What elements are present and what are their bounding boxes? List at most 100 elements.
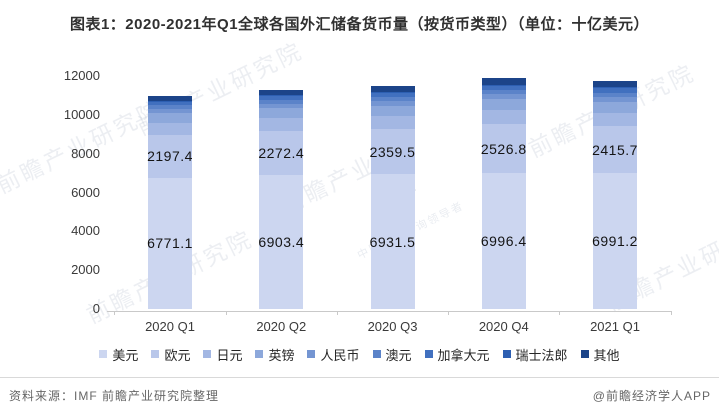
legend-swatch-icon bbox=[255, 350, 264, 358]
bar-segment-美元 bbox=[593, 173, 638, 309]
legend-swatch-icon bbox=[151, 350, 160, 358]
bar-segment-英镑 bbox=[370, 105, 415, 116]
bar-segment-澳元 bbox=[259, 100, 304, 104]
bar-segment-欧元 bbox=[593, 126, 638, 174]
source-note: 资料来源：IMF 前瞻产业研究院整理 bbox=[9, 389, 219, 403]
bar-segment-美元 bbox=[148, 177, 193, 309]
chart-title: 图表1：2020-2021年Q1全球各国外汇储备货币量（按货币类型）（单位：十亿… bbox=[69, 16, 650, 33]
legend-item-瑞士法郎: 瑞士法郎 bbox=[502, 345, 568, 364]
legend-item-澳元: 澳元 bbox=[372, 345, 412, 364]
y-axis-tick-label: 12000 bbox=[63, 68, 100, 83]
bar-segment-人民币 bbox=[593, 96, 638, 103]
legend-item-欧元: 欧元 bbox=[151, 345, 190, 364]
bar-segment-欧元 bbox=[481, 124, 526, 174]
legend-swatch-icon bbox=[502, 350, 511, 358]
bar-segment-其他 bbox=[259, 90, 304, 96]
y-axis-tick-label: 10000 bbox=[63, 106, 100, 122]
bar-segment-欧元 bbox=[148, 134, 193, 178]
x-axis-tick bbox=[670, 311, 672, 315]
y-axis-tick-label: 2000 bbox=[71, 262, 100, 278]
data-label: 6931.5 bbox=[369, 233, 416, 250]
data-label: 6991.2 bbox=[592, 233, 638, 250]
bar-segment-欧元 bbox=[259, 130, 304, 175]
data-label: 6996.4 bbox=[480, 233, 527, 250]
legend-label: 澳元 bbox=[385, 347, 412, 363]
bar-segment-其他 bbox=[481, 78, 526, 85]
x-axis-tick bbox=[448, 311, 450, 315]
legend-label: 英镑 bbox=[268, 347, 295, 363]
bar-segment-加拿大元 bbox=[148, 101, 193, 106]
x-axis-category-label: 2021 Q1 bbox=[590, 319, 640, 334]
bar-segment-加拿大元 bbox=[481, 85, 526, 90]
legend-item-日元: 日元 bbox=[203, 345, 242, 364]
legend-swatch-icon bbox=[580, 350, 589, 358]
x-axis-tick bbox=[225, 311, 227, 315]
bar-segment-日元 bbox=[259, 118, 304, 131]
bar-segment-人民币 bbox=[259, 103, 304, 109]
bar-segment-其他 bbox=[593, 81, 638, 88]
data-label: 2359.5 bbox=[369, 143, 416, 160]
data-label: 6903.4 bbox=[258, 233, 305, 250]
bar-segment-澳元 bbox=[593, 92, 638, 97]
footer-bar: 资料来源：IMF 前瞻产业研究院整理 @前瞻经济学人APP bbox=[0, 377, 719, 418]
bar-segment-澳元 bbox=[370, 96, 415, 101]
legend-swatch-icon bbox=[99, 350, 108, 358]
bar-segment-英镑 bbox=[593, 102, 638, 113]
x-axis-category-label: 2020 Q3 bbox=[367, 319, 418, 334]
x-axis-tick bbox=[114, 311, 116, 315]
x-axis-tick bbox=[336, 311, 338, 315]
bar-segment-人民币 bbox=[370, 100, 415, 106]
legend-swatch-icon bbox=[424, 350, 433, 358]
bar-segment-其他 bbox=[370, 86, 415, 93]
legend-item-人民币: 人民币 bbox=[307, 345, 360, 364]
legend-swatch-icon bbox=[372, 350, 381, 358]
y-axis-tick-label: 6000 bbox=[71, 184, 100, 200]
data-label: 2526.8 bbox=[480, 140, 527, 157]
bar-segment-美元 bbox=[259, 174, 304, 309]
legend-item-英镑: 英镑 bbox=[255, 345, 294, 364]
data-label: 2272.4 bbox=[258, 144, 305, 161]
brand-credit: @前瞻经济学人APP bbox=[592, 389, 711, 403]
legend-label: 其他 bbox=[593, 347, 620, 363]
x-axis-category-label: 2020 Q2 bbox=[256, 319, 307, 334]
bar-segment-日元 bbox=[370, 115, 415, 129]
legend-label: 日元 bbox=[216, 347, 243, 363]
bar-segment-英镑 bbox=[259, 108, 304, 119]
legend-item-其他: 其他 bbox=[580, 345, 620, 364]
bar-segment-其他 bbox=[148, 95, 193, 102]
y-axis-tick-label: 4000 bbox=[71, 223, 100, 239]
legend-item-加拿大元: 加拿大元 bbox=[424, 345, 490, 364]
legend-label: 美元 bbox=[112, 347, 139, 363]
legend-label: 人民币 bbox=[320, 347, 360, 363]
data-label: 2197.4 bbox=[147, 148, 193, 165]
bar-segment-澳元 bbox=[148, 105, 193, 109]
bar-segment-美元 bbox=[481, 173, 526, 309]
bar-segment-人民币 bbox=[481, 94, 526, 100]
data-label: 2415.7 bbox=[592, 141, 638, 158]
bar-segment-加拿大元 bbox=[259, 95, 304, 101]
bar-segment-加拿大元 bbox=[370, 92, 415, 97]
y-axis-tick-label: 0 bbox=[92, 301, 100, 316]
bar-segment-美元 bbox=[370, 174, 415, 309]
legend-label: 加拿大元 bbox=[437, 347, 490, 363]
x-axis-line bbox=[107, 311, 671, 312]
bar-segment-英镑 bbox=[148, 113, 193, 123]
legend-item-美元: 美元 bbox=[99, 345, 138, 364]
legend-swatch-icon bbox=[307, 350, 316, 358]
legend: 美元 欧元 日元 英镑 人民币 澳元 加拿大元 瑞士法郎 其他 bbox=[0, 344, 719, 364]
bar-segment-日元 bbox=[148, 122, 193, 135]
legend-label: 欧元 bbox=[164, 347, 191, 363]
legend-label: 瑞士法郎 bbox=[515, 347, 568, 363]
plot-area: 0 2000 4000 6000 8000 10000 12000 2020 Q1 2020 Q… bbox=[63, 68, 672, 334]
bar-segment-日元 bbox=[481, 110, 526, 125]
x-axis-category-label: 2020 Q4 bbox=[478, 319, 529, 334]
bar-segment-人民币 bbox=[148, 108, 193, 114]
bar-segment-加拿大元 bbox=[593, 87, 638, 93]
bar-segment-英镑 bbox=[481, 99, 526, 111]
bar-segment-日元 bbox=[593, 112, 638, 127]
y-axis-tick-label: 8000 bbox=[71, 145, 100, 161]
data-label: 6771.1 bbox=[147, 235, 193, 252]
legend-swatch-icon bbox=[203, 350, 212, 358]
x-axis-tick bbox=[559, 311, 561, 315]
x-axis-category-label: 2020 Q1 bbox=[145, 319, 195, 334]
